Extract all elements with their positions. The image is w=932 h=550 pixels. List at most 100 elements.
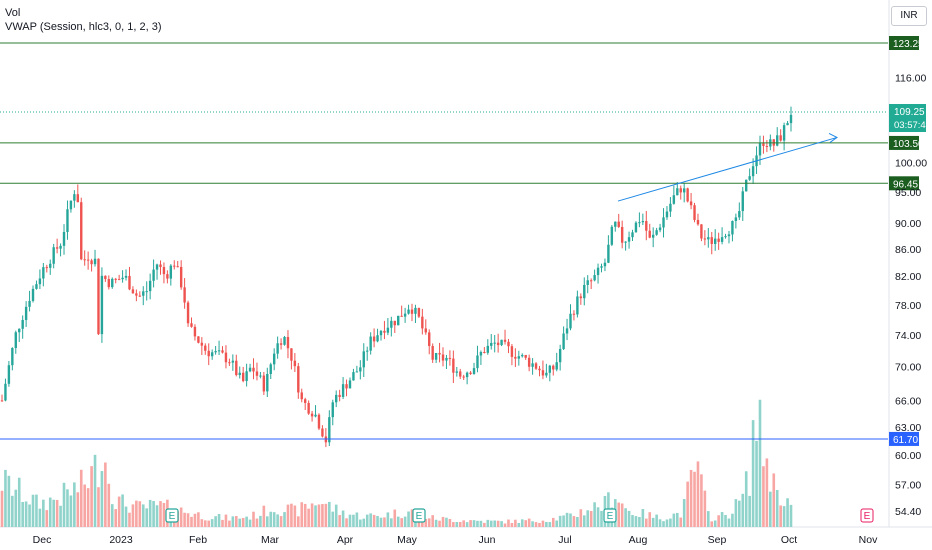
volume-bar [641, 508, 645, 527]
volume-bars [0, 399, 793, 527]
volume-bar [782, 506, 786, 527]
volume-bar [314, 505, 317, 527]
candle-body [21, 319, 24, 329]
candle [176, 260, 179, 268]
candle [252, 358, 255, 380]
candle [569, 304, 572, 331]
volume-bar [193, 513, 197, 527]
candle [710, 231, 713, 255]
candle [789, 106, 793, 132]
candle [42, 263, 45, 287]
candle [383, 320, 386, 340]
volume-bar [110, 504, 114, 527]
volume-bar [769, 491, 772, 527]
volume-bar [186, 513, 190, 527]
candle [104, 275, 107, 282]
volume-bar [713, 520, 717, 527]
volume-bar [379, 517, 383, 527]
future-earnings-icon[interactable]: E [860, 508, 874, 523]
earnings-icon[interactable]: E [603, 508, 617, 523]
price-tick-63: 63.00 [895, 422, 921, 434]
candle [107, 275, 111, 290]
volume-bar [231, 516, 235, 527]
volume-bar [7, 475, 11, 527]
price-tick-90: 90.00 [895, 218, 921, 230]
candle [135, 289, 138, 302]
volume-bar [434, 519, 438, 527]
volume-bar [11, 495, 14, 527]
candle-body [552, 365, 555, 370]
candle-body [696, 219, 700, 225]
candle-body [538, 368, 541, 371]
currency-button[interactable]: INR [891, 6, 927, 26]
candle [562, 326, 565, 351]
candle [117, 274, 121, 281]
candle [651, 227, 655, 248]
volume-bar [669, 518, 672, 527]
volume-bar [686, 481, 689, 527]
candle [169, 264, 173, 286]
trend-line-segment[interactable] [617, 136, 838, 202]
volume-bar [465, 522, 469, 527]
candle [641, 213, 645, 226]
candle [600, 263, 603, 273]
candle [148, 273, 152, 300]
volume-bar [290, 503, 293, 527]
earnings-icon[interactable]: E [165, 508, 179, 523]
earnings-icon[interactable]: E [412, 508, 426, 523]
candle [328, 410, 331, 447]
volume-bar [79, 469, 83, 527]
candle-body [338, 394, 341, 397]
volume-bar [390, 518, 393, 527]
candle [142, 286, 145, 306]
candle [545, 363, 548, 378]
candle-body [276, 343, 279, 354]
candle [689, 192, 693, 210]
candle-body [558, 349, 562, 363]
candle [472, 362, 476, 375]
candle-body [514, 356, 517, 359]
candle-body [142, 291, 145, 296]
volume-bar [617, 502, 621, 527]
candle-body [583, 284, 586, 299]
volume-bar [97, 487, 100, 527]
volume-bar [203, 520, 207, 527]
candle [479, 350, 483, 365]
volume-bar [693, 471, 696, 527]
candle-body [534, 363, 538, 369]
candle [80, 197, 83, 261]
candle [35, 280, 38, 290]
volume-bar [496, 520, 500, 527]
volume-bar [69, 495, 73, 527]
volume-bar [200, 519, 204, 527]
last-price-value: 109.25 [894, 107, 925, 118]
candle [4, 378, 7, 402]
volume-bar [696, 461, 700, 527]
time-axis: Dec 2023 Feb Mar Apr May Jun Jul Aug Sep Oct Nov [33, 534, 878, 546]
candle-body [727, 234, 731, 237]
volume-bar [265, 516, 269, 527]
volume-bar [458, 522, 462, 527]
volume-bar [317, 504, 321, 527]
level-badge-96.45 [889, 176, 919, 191]
volume-bar [600, 510, 603, 527]
candle-body [55, 247, 59, 249]
candle [193, 324, 197, 341]
candle [397, 315, 400, 326]
earnings-badge [412, 508, 426, 523]
candle-body [224, 352, 228, 363]
candle [579, 293, 583, 305]
time-label-nov: Nov [859, 534, 878, 546]
candle-body [459, 371, 462, 377]
candle [614, 221, 617, 232]
candle [772, 139, 775, 152]
candle-body [38, 278, 42, 285]
time-label-aug: Aug [629, 534, 648, 546]
candle-body [207, 350, 210, 357]
candle-body [169, 265, 173, 279]
candle [55, 238, 59, 254]
candle-body [724, 236, 727, 238]
candle [186, 300, 190, 327]
